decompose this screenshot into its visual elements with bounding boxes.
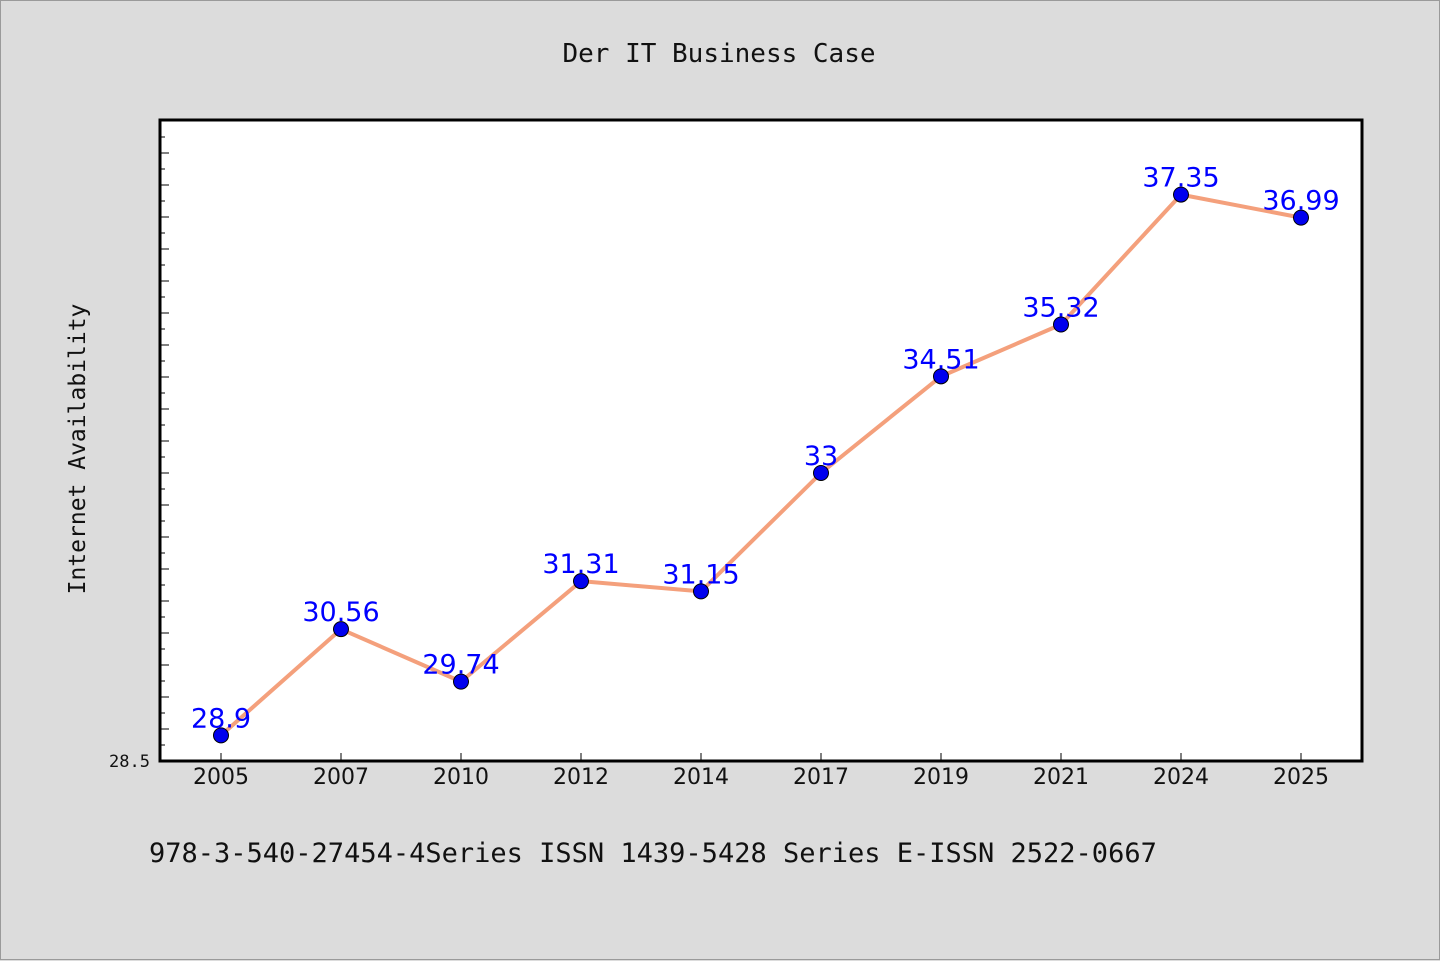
data-point (1173, 186, 1189, 203)
footer-text: 978-3-540-27454-4Series ISSN 1439-5428 S… (149, 838, 1157, 869)
data-label: 34.51 (902, 344, 979, 375)
x-tick-labels: 2005 2007 2010 2012 2014 2017 2019 2021 2024 2025 (193, 765, 1329, 790)
data-markers (213, 186, 1309, 744)
x-tick-label: 2012 (553, 765, 609, 790)
data-label: 30.56 (302, 597, 379, 628)
data-labels: 28.9 30.56 29.74 31.31 31.15 33 34.51 35.32 37.3… (191, 163, 1340, 735)
x-tick-label: 2017 (793, 765, 849, 790)
data-point (333, 621, 349, 638)
data-point (573, 573, 589, 590)
data-label: 36.99 (1262, 186, 1339, 217)
data-label: 37.35 (1142, 163, 1219, 194)
x-tick-label: 2021 (1033, 765, 1089, 790)
data-point (813, 465, 829, 481)
x-tick-label: 2025 (1273, 765, 1329, 790)
chart-title: Der IT Business Case (562, 39, 875, 69)
data-label: 33 (804, 441, 838, 472)
data-point (933, 368, 949, 385)
data-point (1293, 209, 1309, 226)
data-point (213, 727, 229, 744)
data-label: 31.15 (662, 559, 739, 590)
x-tick-label: 2014 (673, 765, 729, 790)
y-axis-ticks (161, 120, 169, 762)
data-point (453, 673, 469, 690)
data-label: 29.74 (422, 650, 499, 681)
data-label: 35.32 (1022, 293, 1099, 324)
data-label: 28.9 (191, 703, 251, 734)
x-tick-label: 2007 (313, 765, 369, 790)
x-tick-label: 2024 (1153, 765, 1209, 790)
x-tick-label: 2005 (193, 765, 249, 790)
data-point (693, 583, 709, 600)
x-tick-label: 2019 (913, 765, 969, 790)
data-point (1053, 316, 1069, 333)
plot-area (158, 118, 1364, 763)
y-axis-label: Internet Availability (65, 304, 91, 595)
series-line (219, 192, 1302, 737)
x-tick-label: 2010 (433, 765, 489, 790)
x-axis-ticks (220, 753, 1302, 761)
y-tick-label: 28.5 (109, 752, 150, 772)
data-label: 31.31 (542, 549, 619, 580)
